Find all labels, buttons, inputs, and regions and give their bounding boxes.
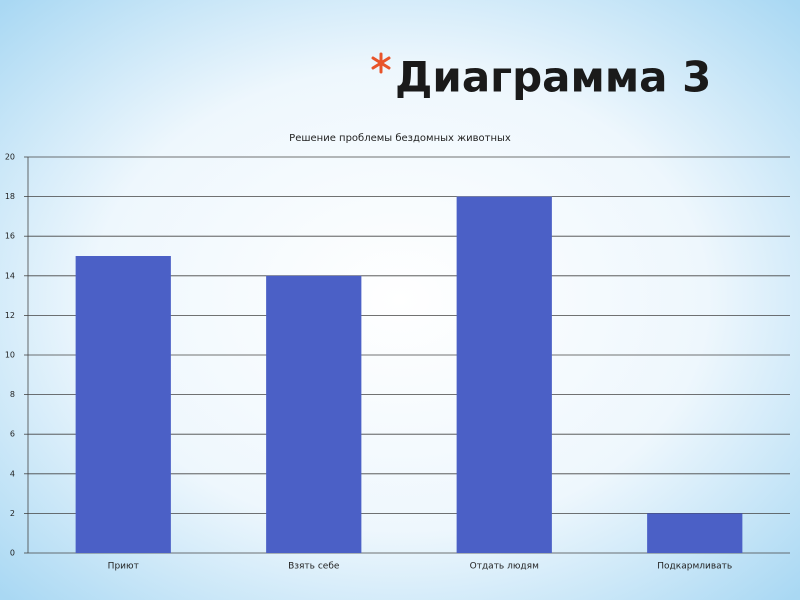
slide-title: Диаграмма 3 [395,53,711,102]
y-tick-label: 14 [5,271,15,280]
y-tick-label: 0 [10,549,15,558]
y-tick-label: 18 [5,192,15,201]
y-tick-label: 4 [10,469,15,478]
y-tick-label: 8 [10,390,15,399]
chart-title: Решение проблемы бездомных животных [289,133,511,144]
bullet [371,52,391,74]
y-tick-label: 20 [5,153,15,162]
bar [266,275,362,553]
x-tick-label: Подкармливать [657,562,732,572]
y-tick-label: 16 [5,232,15,241]
bar [647,513,743,553]
y-tick-label: 2 [10,509,15,518]
x-tick-label: Взять себе [288,562,340,572]
x-tick-label: Отдать людям [470,562,539,572]
y-tick-label: 10 [5,351,15,360]
bar [456,196,552,553]
bar [75,256,171,553]
y-tick-label: 6 [10,430,15,439]
y-tick-label: 12 [5,311,15,320]
x-tick-label: Приют [108,562,139,572]
